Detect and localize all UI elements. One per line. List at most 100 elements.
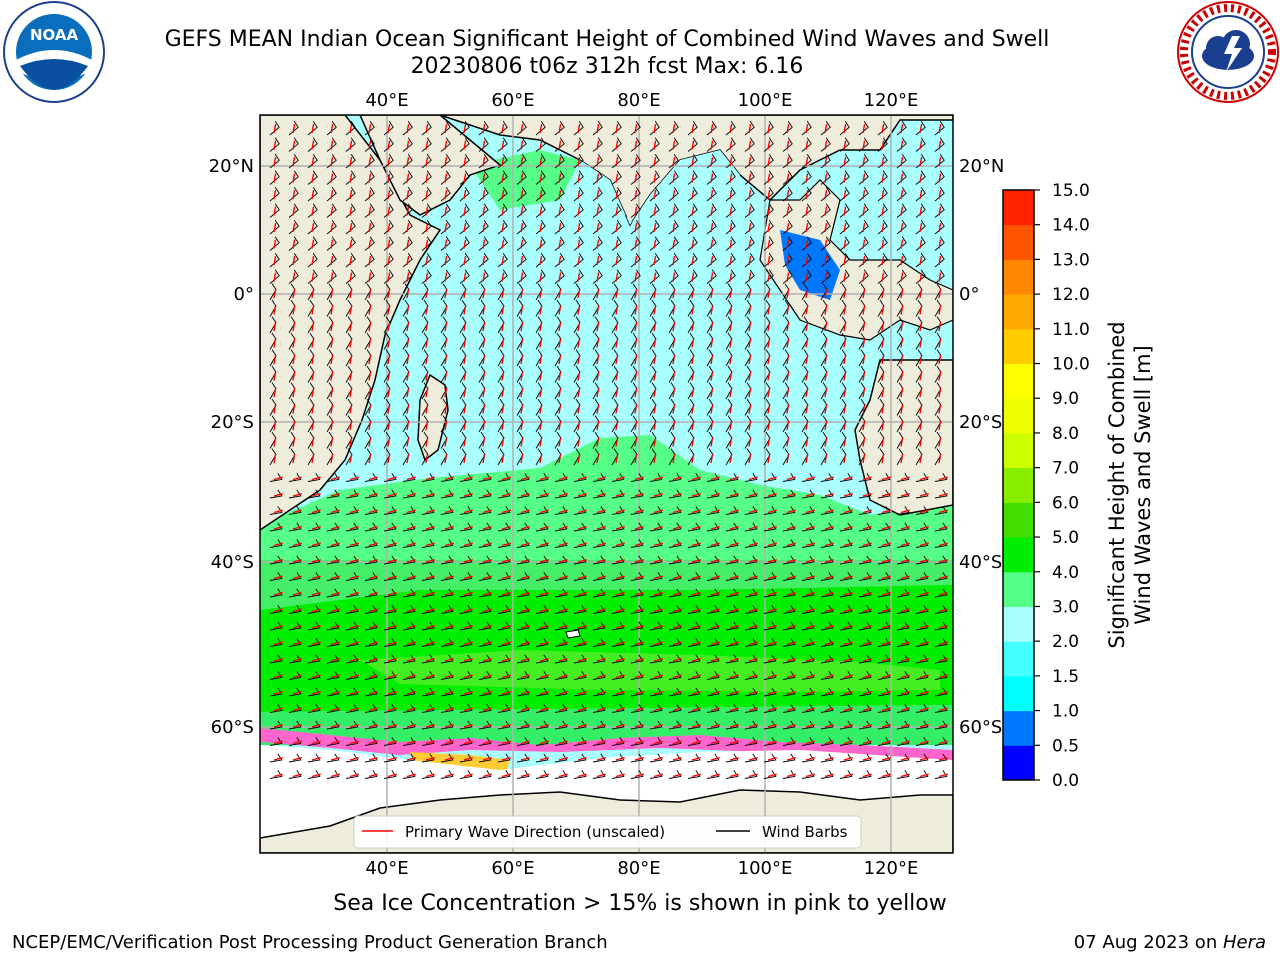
wave-direction-arrow bbox=[843, 321, 847, 332]
wave-direction-arrow bbox=[938, 625, 948, 629]
wind-barb bbox=[611, 187, 622, 202]
wave-direction-arrow bbox=[729, 255, 733, 266]
wave-direction-arrow bbox=[558, 404, 562, 414]
wind-barb bbox=[535, 187, 546, 202]
wave-direction-arrow bbox=[311, 354, 315, 365]
wave-direction-arrow bbox=[691, 305, 695, 315]
wave-direction-arrow bbox=[463, 189, 467, 200]
wind-barb bbox=[345, 137, 356, 152]
wind-barb bbox=[744, 621, 758, 631]
wind-barb bbox=[630, 621, 644, 631]
wind-barb bbox=[630, 506, 644, 515]
wave-direction-arrow bbox=[729, 420, 733, 431]
wave-direction-arrow bbox=[520, 255, 524, 266]
wind-barb bbox=[535, 621, 549, 631]
wave-direction-arrow bbox=[330, 371, 334, 381]
wind-barb bbox=[269, 236, 280, 251]
colorbar-tick-label: 3.0 bbox=[1052, 597, 1079, 617]
wind-barb bbox=[839, 654, 853, 664]
wind-barb bbox=[364, 671, 378, 680]
wind-barb bbox=[554, 154, 565, 169]
wave-direction-arrow bbox=[862, 255, 866, 266]
wave-direction-arrow bbox=[672, 608, 682, 613]
wind-barb bbox=[497, 671, 511, 680]
wave-direction-arrow bbox=[406, 437, 410, 447]
wave-direction-arrow bbox=[349, 321, 353, 332]
wave-direction-arrow bbox=[919, 206, 923, 216]
wave-direction-arrow bbox=[672, 641, 682, 646]
wave-direction-arrow bbox=[577, 740, 587, 745]
wind-barb bbox=[858, 720, 872, 730]
wave-direction-arrow bbox=[767, 305, 771, 315]
wind-barb bbox=[478, 671, 492, 680]
wind-barb bbox=[288, 753, 302, 763]
wave-direction-arrow bbox=[501, 239, 505, 249]
wave-direction-arrow bbox=[805, 189, 809, 200]
wave-direction-arrow bbox=[615, 608, 625, 613]
wave-direction-arrow bbox=[634, 255, 638, 266]
wave-direction-arrow bbox=[406, 740, 416, 745]
wind-barb bbox=[440, 539, 454, 548]
wave-direction-arrow bbox=[349, 476, 359, 481]
wave-direction-arrow bbox=[311, 371, 315, 381]
wave-direction-arrow bbox=[387, 757, 397, 761]
wave-direction-arrow bbox=[805, 156, 809, 167]
wind-barb bbox=[668, 236, 679, 251]
wind-barb bbox=[668, 737, 682, 746]
wave-direction-arrow bbox=[368, 526, 378, 530]
wave-direction-arrow bbox=[292, 189, 296, 200]
wave-direction-arrow bbox=[710, 773, 720, 778]
wave-direction-arrow bbox=[653, 140, 657, 150]
wave-direction-arrow bbox=[672, 559, 682, 563]
wave-direction-arrow bbox=[672, 476, 682, 481]
wave-direction-arrow bbox=[539, 156, 543, 167]
wind-barb bbox=[630, 704, 644, 713]
wind-barb bbox=[839, 236, 850, 251]
wave-direction-arrow bbox=[558, 338, 562, 348]
wave-direction-arrow bbox=[862, 222, 866, 233]
wind-barb bbox=[801, 489, 815, 499]
wind-barb bbox=[763, 154, 774, 169]
wind-barb bbox=[820, 187, 831, 202]
wind-barb bbox=[896, 236, 907, 251]
wave-direction-arrow bbox=[520, 387, 524, 398]
wave-direction-arrow bbox=[843, 338, 847, 348]
wave-direction-arrow bbox=[634, 509, 644, 514]
wave-direction-arrow bbox=[463, 592, 473, 596]
wind-barb bbox=[307, 121, 318, 136]
wind-barb bbox=[630, 671, 644, 680]
wind-barb bbox=[516, 621, 530, 631]
wave-direction-arrow bbox=[710, 608, 720, 613]
wave-direction-arrow bbox=[938, 272, 942, 282]
wave-direction-arrow bbox=[938, 387, 942, 398]
noaa-logo: NOAA bbox=[3, 1, 105, 103]
wave-direction-arrow bbox=[748, 189, 752, 200]
wind-barb bbox=[592, 137, 603, 152]
colorbar-segment bbox=[1003, 675, 1034, 712]
wave-direction-arrow bbox=[691, 420, 695, 431]
wave-direction-arrow bbox=[634, 625, 644, 629]
wave-direction-arrow bbox=[463, 658, 473, 662]
wind-barb bbox=[554, 654, 568, 664]
wave-direction-arrow bbox=[824, 239, 828, 249]
wave-direction-arrow bbox=[938, 189, 942, 200]
wave-direction-arrow bbox=[292, 371, 296, 381]
wave-direction-arrow bbox=[653, 206, 657, 216]
wave-direction-arrow bbox=[596, 321, 600, 332]
wave-direction-arrow bbox=[862, 123, 866, 134]
wave-direction-arrow bbox=[330, 420, 334, 431]
wave-direction-arrow bbox=[501, 420, 505, 431]
wind-barb bbox=[858, 555, 872, 565]
wave-direction-arrow bbox=[330, 773, 340, 778]
wind-barb bbox=[896, 220, 907, 235]
wave-direction-arrow bbox=[710, 338, 714, 348]
wind-barb bbox=[478, 638, 492, 647]
wave-direction-arrow bbox=[615, 338, 619, 348]
wave-direction-arrow bbox=[425, 255, 429, 266]
wave-direction-arrow bbox=[273, 206, 277, 216]
wave-direction-arrow bbox=[634, 542, 644, 547]
wave-direction-arrow bbox=[330, 156, 334, 167]
wind-barb bbox=[516, 236, 527, 251]
wave-direction-arrow bbox=[786, 658, 796, 662]
